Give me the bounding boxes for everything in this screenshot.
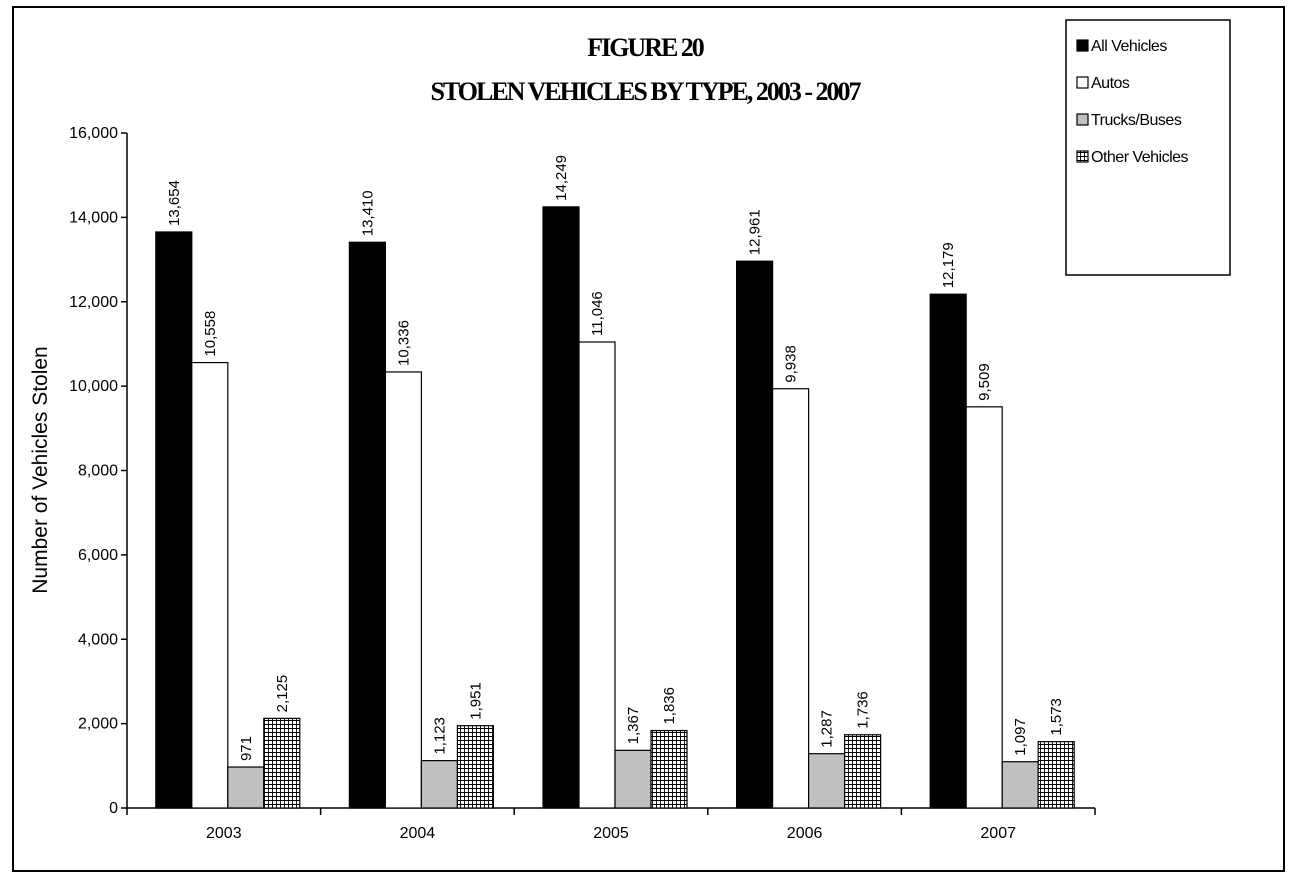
- bar: [1037, 741, 1075, 809]
- y-tick-label: 4,000: [78, 631, 118, 648]
- data-label: 14,249: [553, 155, 570, 201]
- data-label: 1,097: [1012, 718, 1029, 756]
- bar: [614, 749, 652, 809]
- legend: All Vehicles Autos Trucks/Buses Other Vehic…: [1065, 19, 1231, 276]
- data-label: 13,410: [359, 190, 376, 236]
- data-label: 9,938: [783, 345, 800, 383]
- chart-frame: [12, 6, 1285, 872]
- chart-title: FIGURE 20: [587, 33, 705, 62]
- legend-swatch: [1076, 76, 1089, 89]
- legend-swatch: [1076, 39, 1089, 52]
- data-label: 11,046: [589, 291, 606, 336]
- data-label: 1,123: [431, 717, 448, 755]
- y-tick-label: 16,000: [69, 125, 118, 142]
- chart-subtitle: STOLEN VEHICLES BY TYPE, 2003 - 2007: [430, 77, 861, 106]
- bar: [771, 388, 810, 809]
- y-tick-label: 14,000: [69, 209, 118, 226]
- y-tick-label: 2,000: [78, 716, 118, 733]
- y-tick-label: 6,000: [78, 547, 118, 564]
- bar: [578, 341, 616, 809]
- y-tick-label: 0: [109, 800, 118, 817]
- data-label: 9,509: [976, 363, 993, 401]
- bar: [735, 260, 774, 809]
- bar: [348, 241, 386, 809]
- bar: [191, 361, 229, 809]
- bar: [965, 406, 1003, 809]
- data-label: 12,961: [747, 209, 764, 255]
- x-tick-label: 2007: [980, 825, 1016, 842]
- bar: [542, 206, 580, 809]
- bar: [929, 293, 967, 809]
- legend-label: Trucks/Buses: [1091, 112, 1182, 129]
- plot-area: 0 2,000 4,000 6,000 8,000 10,000 12,000 14,000 1…: [69, 125, 1096, 842]
- data-label: 12,179: [940, 242, 957, 288]
- bar: [1001, 761, 1039, 809]
- legend-swatch: [1076, 150, 1089, 163]
- data-label: 1,736: [855, 691, 872, 729]
- x-tick-label: 2003: [206, 825, 242, 842]
- x-tick-label: 2005: [593, 825, 629, 842]
- bar: [807, 753, 846, 809]
- data-label: 13,654: [166, 180, 183, 226]
- y-axis-label: Number of Vehicles Stolen: [29, 346, 52, 593]
- legend-label: Other Vehicles: [1091, 149, 1189, 166]
- x-tick-label: 2006: [787, 825, 823, 842]
- bar: [650, 729, 688, 809]
- legend-box: [1065, 19, 1231, 276]
- legend-label: All Vehicles: [1091, 38, 1167, 55]
- bar: [843, 734, 882, 809]
- y-tick-label: 12,000: [69, 294, 118, 311]
- data-label: 1,287: [819, 710, 836, 748]
- data-label: 2,125: [274, 675, 291, 713]
- data-label: 1,951: [467, 682, 484, 720]
- bar: [227, 766, 265, 809]
- bar: [420, 760, 458, 809]
- legend-swatch: [1076, 113, 1089, 126]
- bar: [155, 231, 193, 809]
- y-tick-label: 10,000: [69, 378, 118, 395]
- y-tick-label: 8,000: [78, 463, 118, 480]
- legend-label: Autos: [1091, 75, 1130, 92]
- data-label: 1,573: [1048, 698, 1065, 736]
- bar: [263, 717, 301, 809]
- x-tick-label: 2004: [400, 825, 436, 842]
- data-label: 971: [238, 736, 255, 761]
- data-label: 10,558: [202, 311, 219, 357]
- data-label: 10,336: [395, 320, 412, 366]
- data-label: 1,836: [661, 687, 678, 725]
- data-label: 1,367: [625, 707, 642, 745]
- bar: [456, 725, 494, 809]
- bar: [384, 371, 422, 809]
